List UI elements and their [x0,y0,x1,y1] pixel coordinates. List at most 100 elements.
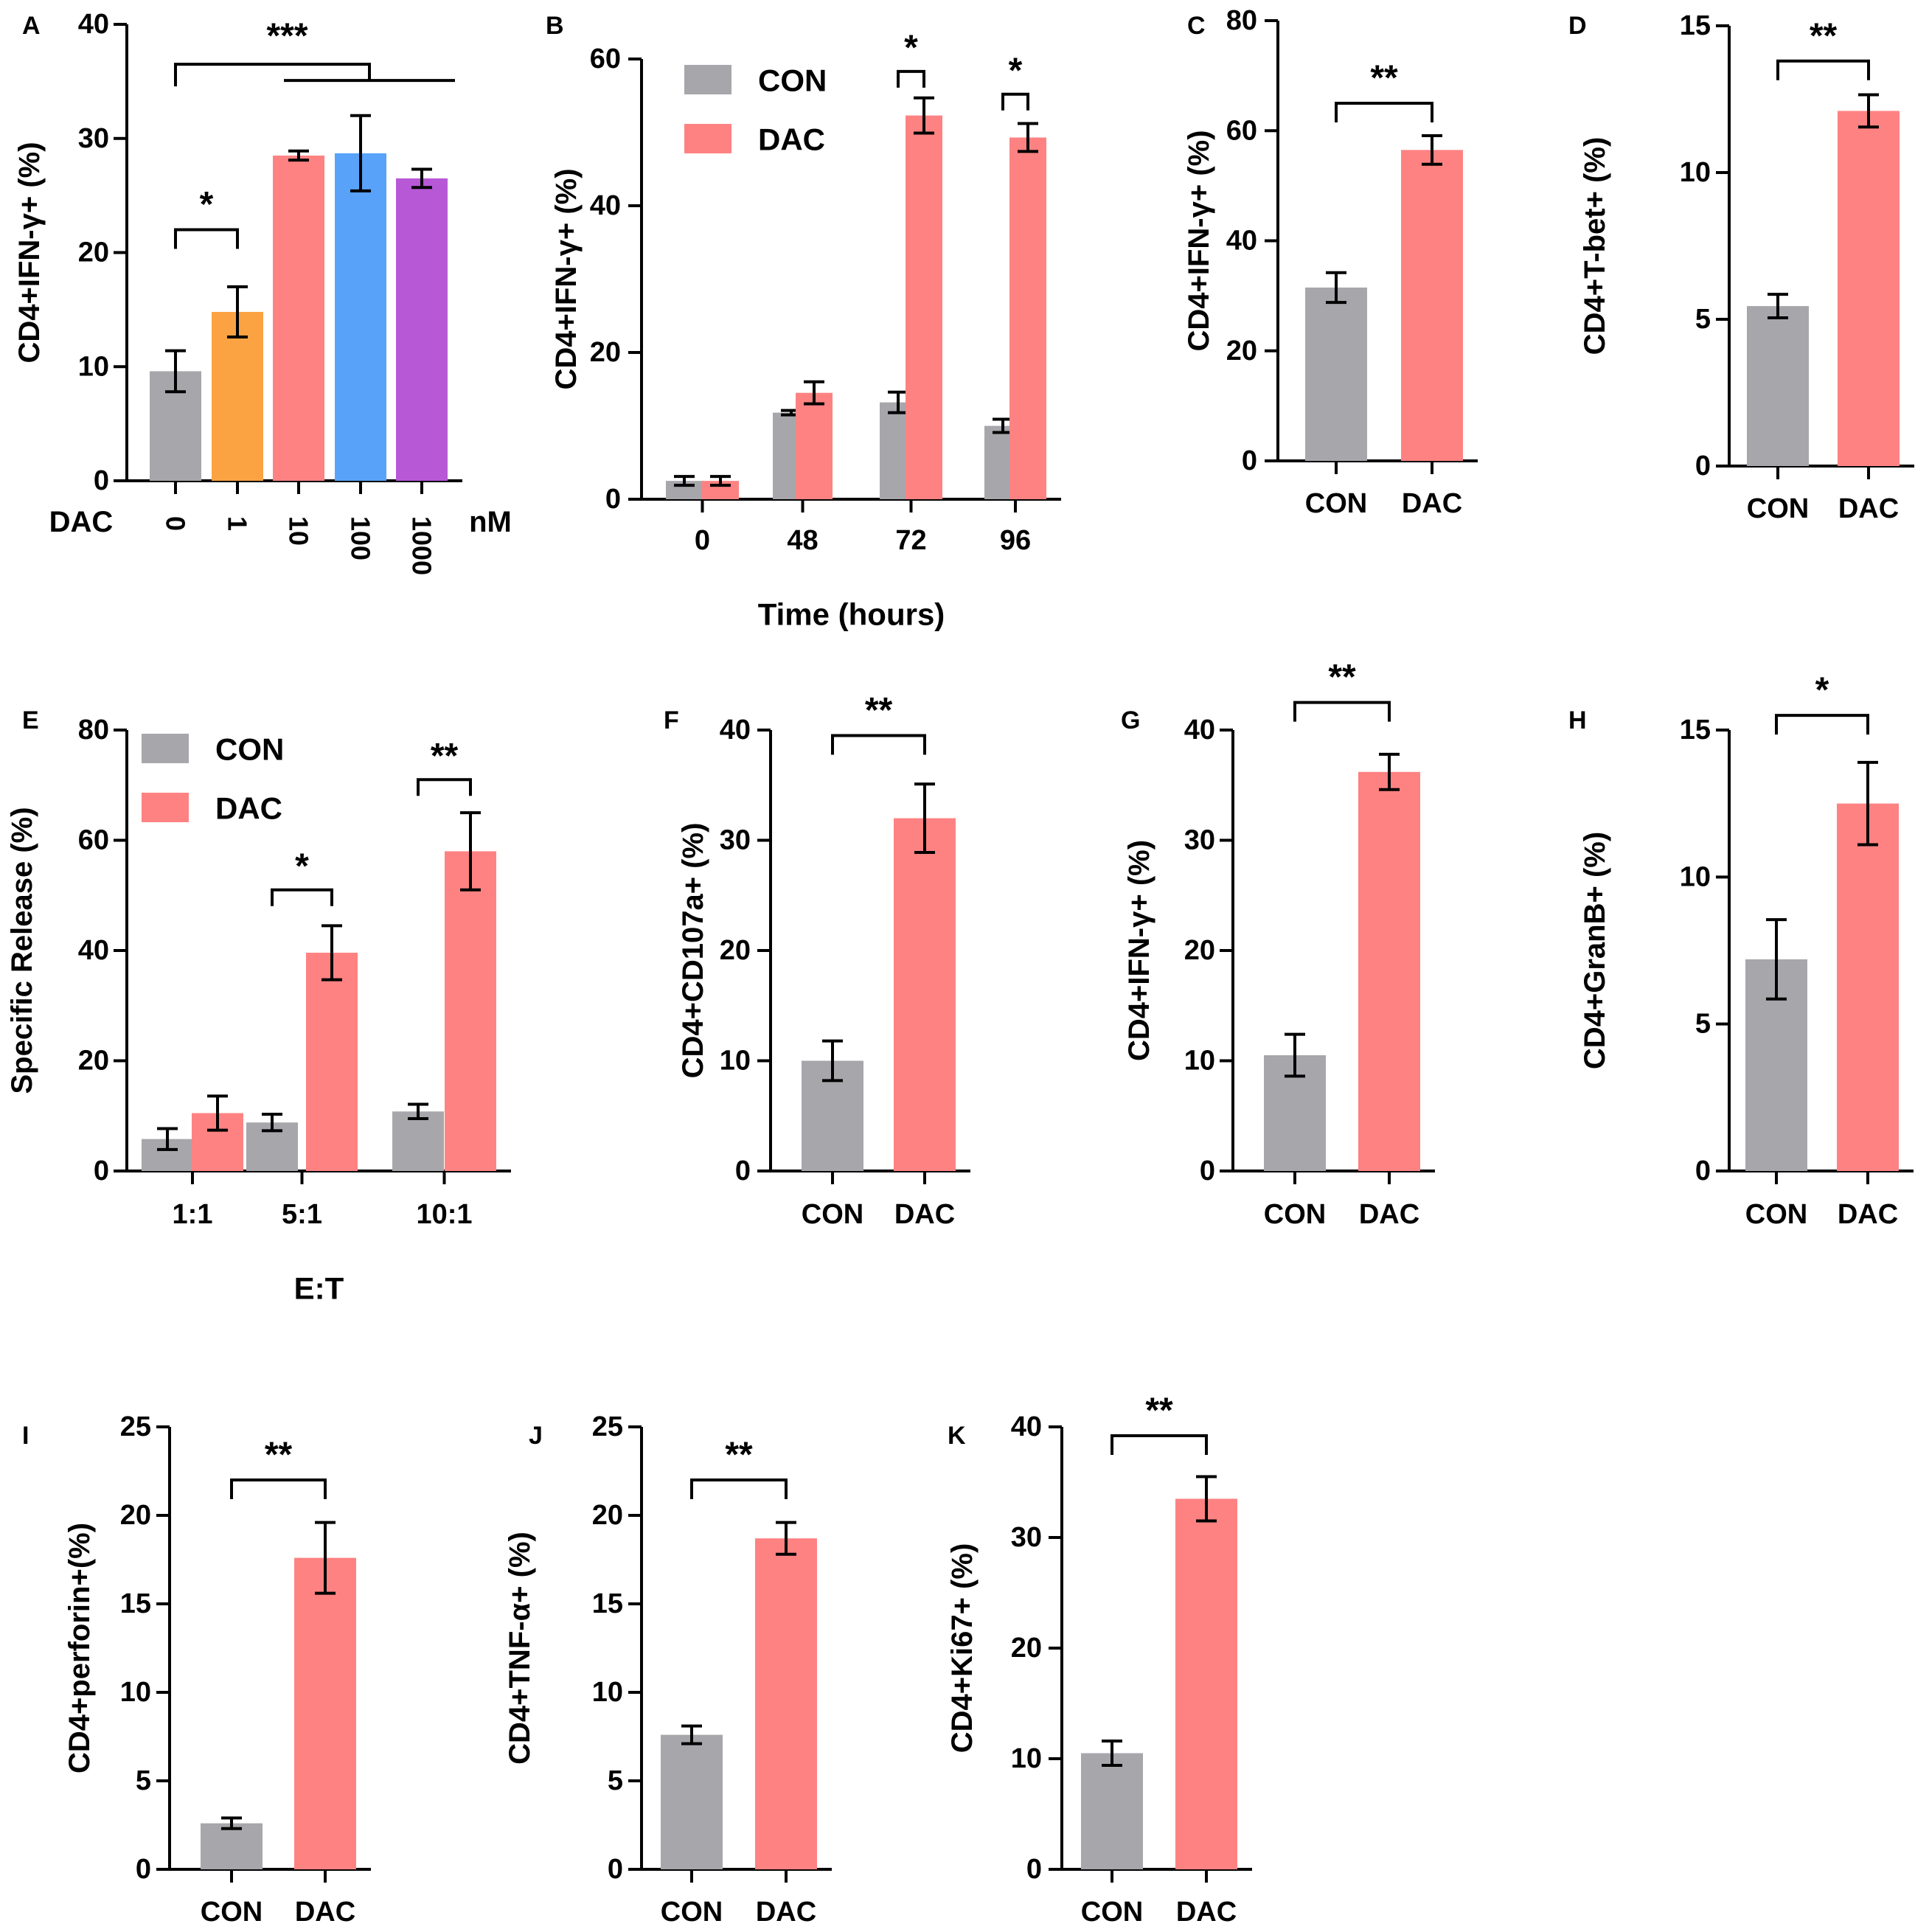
significance-bracket [1775,714,1869,735]
bar [212,311,263,481]
panel-letter: F [664,706,679,734]
panel-letter: J [529,1422,543,1450]
y-tick-label: 5 [136,1765,151,1796]
y-tick-label: 80 [78,715,109,746]
y-axis-label: CD4+CD107a+ (%) [677,823,709,1079]
x-prefix-label: DAC [49,506,114,538]
x-tick-label: 1 [223,516,253,531]
chart-panel-j: J 0 5 10 15 20 25 CD4+TNF-α+ (%) CON DAC ** [504,1411,832,1928]
y-tick-label: 40 [78,935,109,966]
legend-label: DAC [215,791,282,826]
bar [661,1734,723,1869]
significance-bracket [1293,701,1391,722]
y-tick-label: 5 [1695,1009,1711,1040]
y-tick-label: 20 [120,1500,151,1531]
bar [1747,306,1809,466]
x-tick-label: CON [1305,488,1367,519]
x-tick-label: DAC [295,1897,355,1928]
x-tick-label: CON [1745,1199,1807,1230]
y-tick-label: 60 [590,44,621,74]
significance-bracket [1335,101,1433,122]
y-tick-label: 40 [1184,715,1215,746]
y-tick-label: 15 [120,1588,151,1619]
y-axis-label: CD4+GranB+ (%) [1579,832,1611,1069]
y-tick-label: 10 [720,1046,751,1077]
bar-dac [445,851,496,1171]
x-tick-label: DAC [1402,488,1462,519]
y-tick-label: 10 [1184,1046,1215,1077]
y-axis-label: CD4+TNF-α+ (%) [504,1532,536,1765]
significance-label: * [200,185,214,224]
y-tick-label: 20 [78,237,109,268]
y-tick-label: 30 [720,825,751,856]
x-tick-label: 96 [1000,525,1031,556]
x-axis-label: Time (hours) [758,597,945,632]
legend-swatch [684,124,731,153]
x-tick-label: 1000 [407,516,437,575]
bar [1401,150,1463,461]
y-axis-label: CD4+perforin+(%) [63,1523,96,1773]
x-tick-label: 0 [695,525,710,556]
panel-letter: E [22,706,39,734]
y-tick-label: 25 [592,1411,623,1442]
y-tick-label: 10 [1011,1743,1042,1774]
significance-label: ** [725,1436,753,1475]
significance-label: ** [1145,1391,1173,1431]
chart-panel-d: D 0 5 10 15 CD4+T-bet+ (%) CON DAC ** [1568,10,1914,524]
bar [273,155,324,481]
significance-label: ** [431,737,459,776]
y-tick-label: 15 [1680,715,1711,746]
legend-label: DAC [758,122,825,157]
y-tick-label: 15 [592,1588,623,1619]
x-tick-label: DAC [756,1897,816,1928]
significance-label: * [904,28,918,67]
panel-letter: K [948,1422,966,1450]
bar [1837,803,1899,1171]
chart-panel-g: G 0 10 20 30 40 CD4+IFN-γ+ (%) CON DAC ** [1121,658,1435,1230]
y-tick-label: 40 [78,9,109,40]
bar [1305,287,1367,461]
y-tick-label: 20 [590,337,621,368]
y-tick-label: 40 [1226,226,1257,257]
y-tick-label: 60 [78,825,109,856]
bar [1175,1498,1237,1869]
bar [1358,771,1420,1171]
legend-swatch [142,734,189,763]
x-tick-label: CON [1081,1897,1143,1928]
x-tick-label: DAC [1838,1199,1898,1230]
chart-panel-k: K 0 10 20 30 40 CD4+Ki67+ (%) CON DAC ** [946,1391,1252,1928]
legend-label: CON [758,63,827,98]
panel-letter: D [1568,12,1587,40]
y-tick-label: 10 [592,1677,623,1708]
chart-panel-a: A 0 10 20 30 40 CD4+IFN-γ+ (%) 0 1 10 100 1000 DAC nM… [13,9,512,575]
significance-label: * [1815,671,1829,710]
x-tick-label: DAC [894,1199,955,1230]
x-tick-label: CON [1747,493,1809,524]
significance-label: ** [1328,658,1356,697]
panel-letter: G [1121,706,1140,734]
y-tick-label: 40 [590,190,621,221]
bar-dac [796,392,833,499]
significance-bracket [690,1478,788,1499]
bar [396,178,448,481]
y-axis-label: CD4+IFN-γ+ (%) [1123,840,1155,1061]
chart-panel-f: F 0 10 20 30 40 CD4+CD107a+ (%) CON DAC ** [664,691,970,1230]
x-axis-label: E:T [294,1271,344,1306]
significance-bracket [174,228,239,249]
y-axis-label: CD4+IFN-γ+ (%) [550,168,583,389]
legend-swatch [142,793,189,822]
significance-label: ** [865,691,893,730]
y-tick-label: 30 [1184,825,1215,856]
y-tick-label: 20 [78,1046,109,1077]
y-tick-label: 0 [1695,451,1711,482]
y-tick-label: 0 [1026,1854,1042,1885]
bar [1838,111,1900,467]
y-axis-label: CD4+IFN-γ+ (%) [13,142,46,363]
x-tick-label: 0 [161,516,191,531]
significance-bracket [1111,1434,1208,1455]
significance-bracket [230,1478,327,1499]
bar-con [392,1111,444,1171]
x-tick-label: 48 [787,525,818,556]
y-axis-label: CD4+IFN-γ+ (%) [1183,130,1215,351]
